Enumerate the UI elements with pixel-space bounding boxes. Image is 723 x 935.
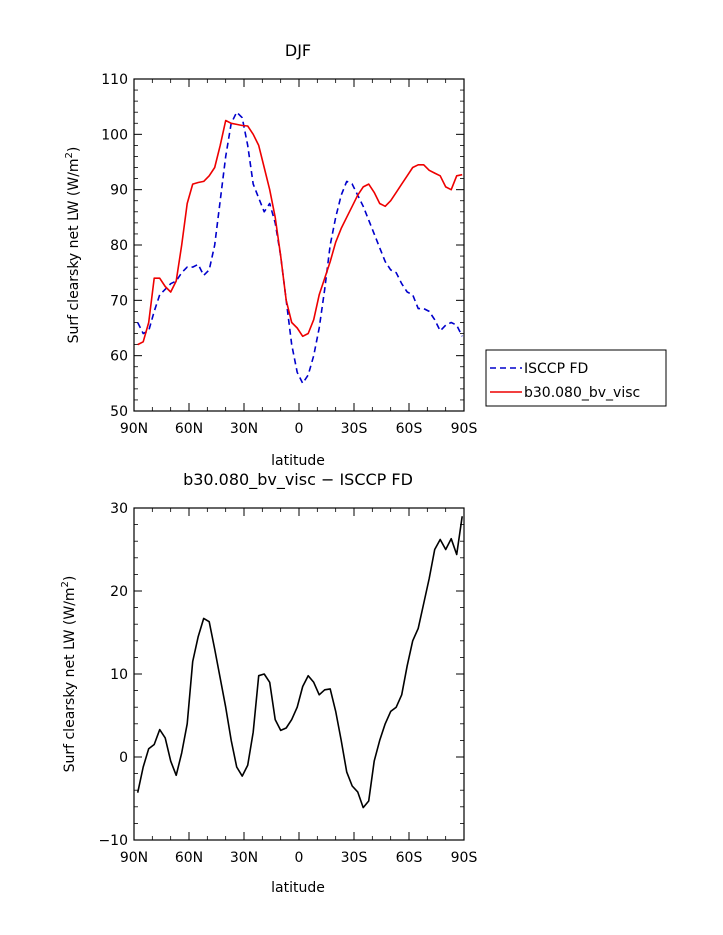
y-tick-label: 10 bbox=[110, 667, 128, 683]
y-axis-label-main: Surf clearsky net LW (W/m bbox=[62, 587, 78, 772]
x-tick-label: 60S bbox=[396, 850, 423, 866]
x-tick-label: 90N bbox=[120, 421, 148, 437]
y-axis-label-sup: 2 bbox=[60, 581, 71, 587]
x-axis-ticks: 90N 60N 30N 0 30S 60S 90S bbox=[120, 79, 478, 437]
plot-frame bbox=[133, 78, 465, 412]
x-tick-label: 30N bbox=[230, 421, 258, 437]
y-tick-label: 30 bbox=[110, 501, 128, 517]
y-axis-ticks: −10 0 10 20 30 bbox=[98, 501, 464, 849]
legend-label-isccp: ISCCP FD bbox=[524, 361, 588, 377]
y-tick-label: 20 bbox=[110, 584, 128, 600]
series-line-isccp-fd bbox=[136, 111, 463, 385]
x-tick-label: 60N bbox=[175, 850, 203, 866]
y-axis-label: Surf clearsky net LW (W/m2) bbox=[60, 576, 78, 773]
y-axis-label-close: ) bbox=[66, 147, 82, 152]
y-axis-ticks: 50 60 70 80 90 100 110 bbox=[101, 72, 464, 420]
y-tick-label: 50 bbox=[110, 404, 128, 420]
y-axis-label: Surf clearsky net LW (W/m2) bbox=[64, 147, 82, 344]
plot-frame bbox=[133, 507, 465, 841]
x-tick-label: 30S bbox=[341, 421, 368, 437]
y-axis-label-sup: 2 bbox=[64, 152, 75, 158]
y-tick-label: 0 bbox=[119, 750, 128, 766]
legend: ISCCP FD b30.080_bv_visc bbox=[485, 349, 667, 407]
x-tick-label: 30N bbox=[230, 850, 258, 866]
series-group bbox=[136, 111, 463, 385]
y-axis-label-close: ) bbox=[62, 576, 78, 581]
y-tick-label: 80 bbox=[110, 238, 128, 254]
top-chart: DJF 50 60 70 80 90 100 110 90N 60N 30N 0 30S 60S 90S… bbox=[64, 41, 667, 469]
x-tick-label: 60N bbox=[175, 421, 203, 437]
legend-label-b30: b30.080_bv_visc bbox=[524, 385, 640, 401]
x-tick-label: 0 bbox=[295, 850, 304, 866]
x-tick-label: 0 bbox=[295, 421, 304, 437]
x-tick-label: 90S bbox=[451, 850, 478, 866]
legend-box bbox=[485, 349, 667, 407]
series-line-b30-080-bv-visc bbox=[137, 119, 463, 346]
x-tick-label: 90S bbox=[451, 421, 478, 437]
x-tick-label: 30S bbox=[341, 850, 368, 866]
x-tick-label: 90N bbox=[120, 850, 148, 866]
chart-title: DJF bbox=[285, 41, 311, 60]
y-tick-label: 60 bbox=[110, 349, 128, 365]
x-axis-ticks: 90N 60N 30N 0 30S 60S 90S bbox=[120, 508, 478, 866]
y-tick-label: 70 bbox=[110, 293, 128, 309]
y-tick-label: 100 bbox=[101, 127, 128, 143]
y-tick-label: 90 bbox=[110, 183, 128, 199]
y-tick-label: −10 bbox=[98, 833, 128, 849]
series-group bbox=[136, 516, 463, 809]
x-axis-label: latitude bbox=[271, 880, 325, 896]
series-line-difference bbox=[136, 516, 463, 809]
x-tick-label: 60S bbox=[396, 421, 423, 437]
chart-title: b30.080_bv_visc − ISCCP FD bbox=[183, 470, 413, 490]
y-axis-label-main: Surf clearsky net LW (W/m bbox=[66, 158, 82, 343]
y-tick-label: 110 bbox=[101, 72, 128, 88]
x-axis-label: latitude bbox=[271, 453, 325, 469]
